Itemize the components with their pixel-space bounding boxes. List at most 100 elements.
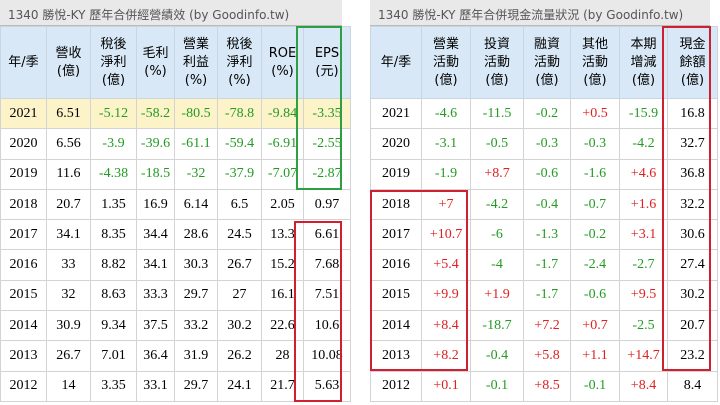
data-row: 2019 -1.9 +8.7 -0.6 -1.6 +4.6 36.8: [370, 158, 718, 190]
data-row: 2015 +9.9 +1.9 -1.7 -0.6 +9.5 30.2: [370, 279, 718, 312]
value-cell: -0.3: [523, 128, 571, 160]
data-row: 2015 32 8.63 33.3 29.7 27 16.1 7.51: [0, 279, 351, 312]
value-cell: 31.9: [174, 340, 218, 372]
column-header: 現金 餘額 (億): [667, 26, 718, 99]
header-line: 營收: [55, 45, 82, 61]
year-cell: 2017: [370, 219, 422, 251]
value-cell: +5.8: [523, 340, 571, 372]
value-cell: 32: [46, 279, 91, 312]
value-cell: -80.5: [174, 97, 218, 130]
value-cell: -0.5: [470, 128, 524, 160]
value-cell: 8.82: [90, 249, 137, 281]
value-cell: -0.6: [570, 279, 620, 312]
value-cell: +10.7: [421, 219, 471, 251]
value-cell: 9.34: [90, 310, 137, 342]
year-cell: 2018: [0, 188, 47, 221]
data-row: 2020 -3.1 -0.5 -0.3 -0.3 -4.2 32.7: [370, 128, 718, 160]
value-cell: 28.6: [174, 219, 218, 251]
value-cell: 6.51: [46, 97, 91, 130]
data-row: 2021 -4.6 -11.5 -0.2 +0.5 -15.9 16.8: [370, 97, 718, 130]
value-cell: 20.7: [667, 310, 718, 342]
header-line: 稅後: [226, 36, 253, 52]
value-cell: -78.8: [217, 97, 262, 130]
value-cell: 36.4: [136, 340, 175, 372]
value-cell: -0.3: [570, 128, 620, 160]
value-cell: 34.1: [46, 219, 91, 251]
data-row: 2018 20.7 1.35 16.9 6.14 6.5 2.05 0.97: [0, 188, 351, 221]
header-line: (%): [271, 63, 294, 79]
column-header: 融資 活動 (億): [523, 26, 571, 99]
year-cell: 2016: [0, 249, 47, 281]
column-header: 營業 活動 (億): [421, 26, 471, 99]
value-cell: 33.3: [136, 279, 175, 312]
value-cell: 26.7: [217, 249, 262, 281]
value-cell: 6.14: [174, 188, 218, 221]
year-cell: 2020: [0, 128, 47, 160]
value-cell: 8.4: [667, 370, 718, 402]
value-cell: 11.6: [46, 158, 91, 190]
year-cell: 2018: [370, 188, 422, 221]
year-cell: 2013: [0, 340, 47, 372]
value-cell: -4.2: [619, 128, 668, 160]
value-cell: -2.55: [303, 128, 351, 160]
value-cell: -1.6: [570, 158, 620, 190]
column-header: 年/季: [0, 26, 47, 99]
value-cell: 2.05: [261, 188, 304, 221]
value-cell: 24.5: [217, 219, 262, 251]
value-cell: -1.9: [421, 158, 471, 190]
value-cell: 5.63: [303, 370, 351, 402]
column-header: 毛利 (%): [136, 26, 175, 99]
value-cell: -1.3: [523, 219, 571, 251]
value-cell: +8.2: [421, 340, 471, 372]
header-line: 淨利: [100, 54, 127, 70]
value-cell: -39.6: [136, 128, 175, 160]
year-cell: 2014: [0, 310, 47, 342]
column-header: 營業 利益 (%): [174, 26, 218, 99]
year-cell: 2019: [370, 158, 422, 190]
header-line: 活動: [432, 54, 459, 70]
value-cell: +4.6: [619, 158, 668, 190]
value-cell: +5.4: [421, 249, 471, 281]
value-cell: -0.1: [470, 370, 524, 402]
value-cell: 26.7: [46, 340, 91, 372]
header-line: 增減: [630, 54, 657, 70]
value-cell: -3.1: [421, 128, 471, 160]
value-cell: 29.7: [174, 370, 218, 402]
value-cell: 20.7: [46, 188, 91, 221]
year-cell: 2015: [0, 279, 47, 312]
value-cell: -61.1: [174, 128, 218, 160]
value-cell: 30.9: [46, 310, 91, 342]
value-cell: -18.7: [470, 310, 524, 342]
header-line: ROE: [268, 45, 297, 61]
value-cell: -3.35: [303, 97, 351, 130]
value-cell: +14.7: [619, 340, 668, 372]
column-header: 年/季: [370, 26, 422, 99]
header-line: 營業: [432, 36, 459, 52]
value-cell: 7.01: [90, 340, 137, 372]
year-cell: 2015: [370, 279, 422, 312]
header-line: (億): [631, 72, 656, 88]
data-row: 2014 30.9 9.34 37.5 33.2 30.2 22.6 10.6: [0, 310, 351, 342]
header-line: 毛利: [142, 45, 169, 61]
year-cell: 2016: [370, 249, 422, 281]
value-cell: -0.1: [570, 370, 620, 402]
value-cell: 16.9: [136, 188, 175, 221]
data-row: 2013 26.7 7.01 36.4 31.9 26.2 28 10.08: [0, 340, 351, 372]
year-cell: 2017: [0, 219, 47, 251]
header-line: 淨利: [226, 54, 253, 70]
value-cell: 1.35: [90, 188, 137, 221]
data-row: 2019 11.6 -4.38 -18.5 -32 -37.9 -7.07 -2.87: [0, 158, 351, 190]
data-row: 2012 14 3.35 33.1 29.7 24.1 21.7 5.63: [0, 370, 351, 402]
column-header: 其他 活動 (億): [570, 26, 620, 99]
value-cell: 16.1: [261, 279, 304, 312]
year-cell: 2014: [370, 310, 422, 342]
panel-title: 1340 勝悅-KY 歷年合併經營績效 (by Goodinfo.tw): [0, 0, 342, 26]
value-cell: 6.56: [46, 128, 91, 160]
value-cell: -2.7: [619, 249, 668, 281]
value-cell: +1.9: [470, 279, 524, 312]
data-row: 2020 6.56 -3.9 -39.6 -61.1 -59.4 -6.91 -2.55: [0, 128, 351, 160]
value-cell: +0.1: [421, 370, 471, 402]
data-row: 2014 +8.4 -18.7 +7.2 +0.7 -2.5 20.7: [370, 310, 718, 342]
header-line: 本期: [630, 36, 657, 52]
